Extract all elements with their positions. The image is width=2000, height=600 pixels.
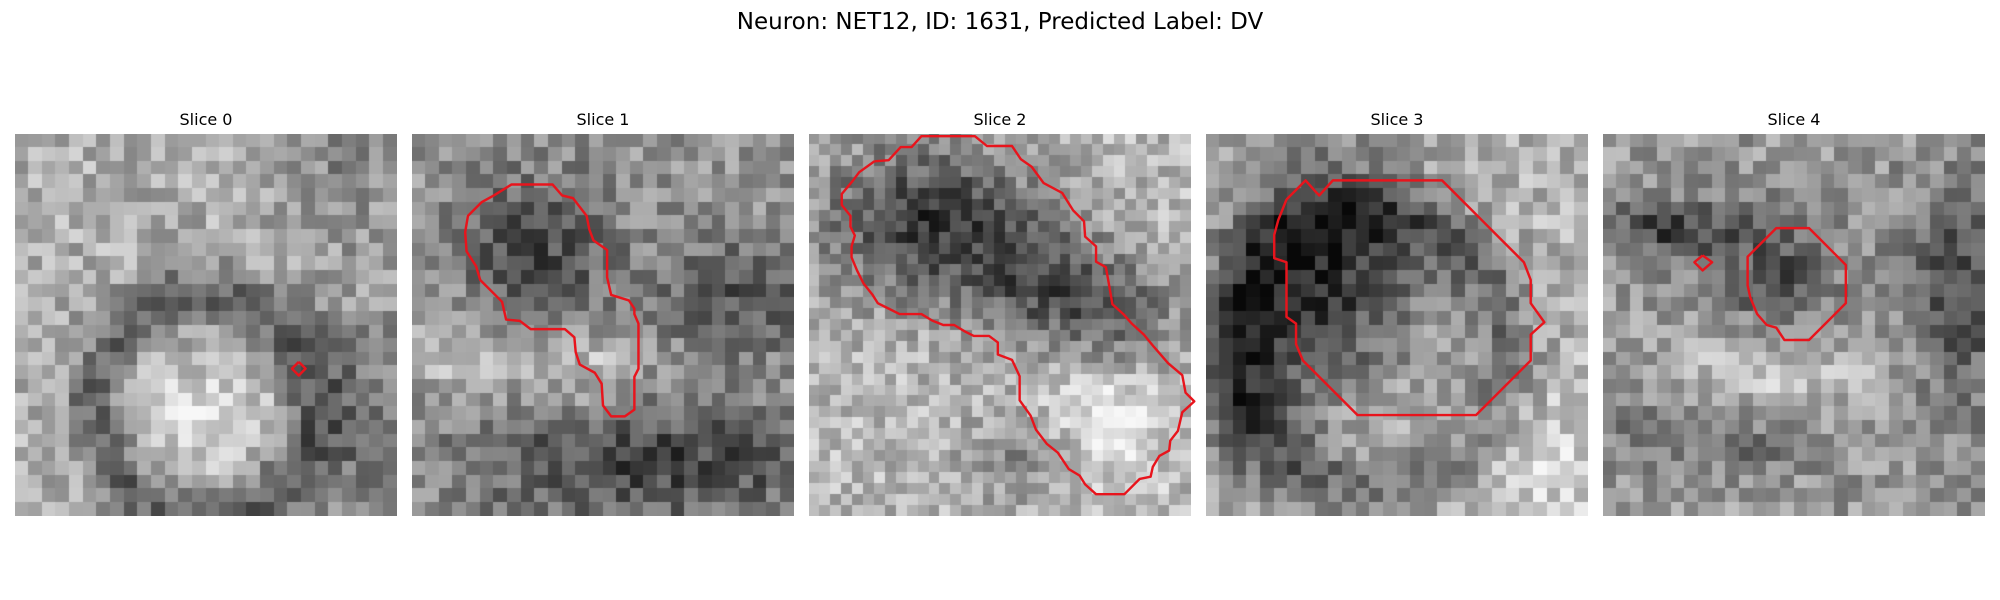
slice-title-3: Slice 3 (1370, 110, 1424, 129)
segmentation-contour (290, 360, 307, 377)
segmentation-contour (1272, 179, 1546, 417)
contour-overlay-0 (290, 360, 307, 377)
slice-title-1: Slice 1 (576, 110, 630, 129)
slice-image-2 (809, 134, 1191, 516)
contour-overlay-1 (463, 183, 640, 418)
contour-overlay-3 (1272, 179, 1546, 417)
figure-title: Neuron: NET12, ID: 1631, Predicted Label… (736, 9, 1264, 35)
segmentation-contour (463, 183, 640, 418)
slice-image-0 (15, 134, 397, 516)
slice-image-4 (1603, 134, 1985, 516)
slice-panel-2: Slice 2 (809, 109, 1196, 516)
slice-panel-1: Slice 1 (412, 109, 794, 516)
slice-panel-4: Slice 4 (1603, 109, 1985, 516)
slice-title-0: Slice 0 (179, 110, 233, 129)
slice-image-1 (412, 134, 794, 516)
slice-panel-0: Slice 0 (15, 109, 397, 516)
contour-overlay-2 (840, 134, 1196, 496)
segmentation-contour (1746, 226, 1848, 342)
slice-title-4: Slice 4 (1767, 110, 1821, 129)
slice-title-2: Slice 2 (973, 110, 1027, 129)
slice-image-3 (1206, 134, 1588, 516)
slice-panel-3: Slice 3 (1206, 109, 1588, 516)
contour-overlay-4 (1693, 226, 1848, 342)
segmentation-contour (840, 134, 1196, 496)
segmentation-contour-small (1693, 254, 1714, 272)
